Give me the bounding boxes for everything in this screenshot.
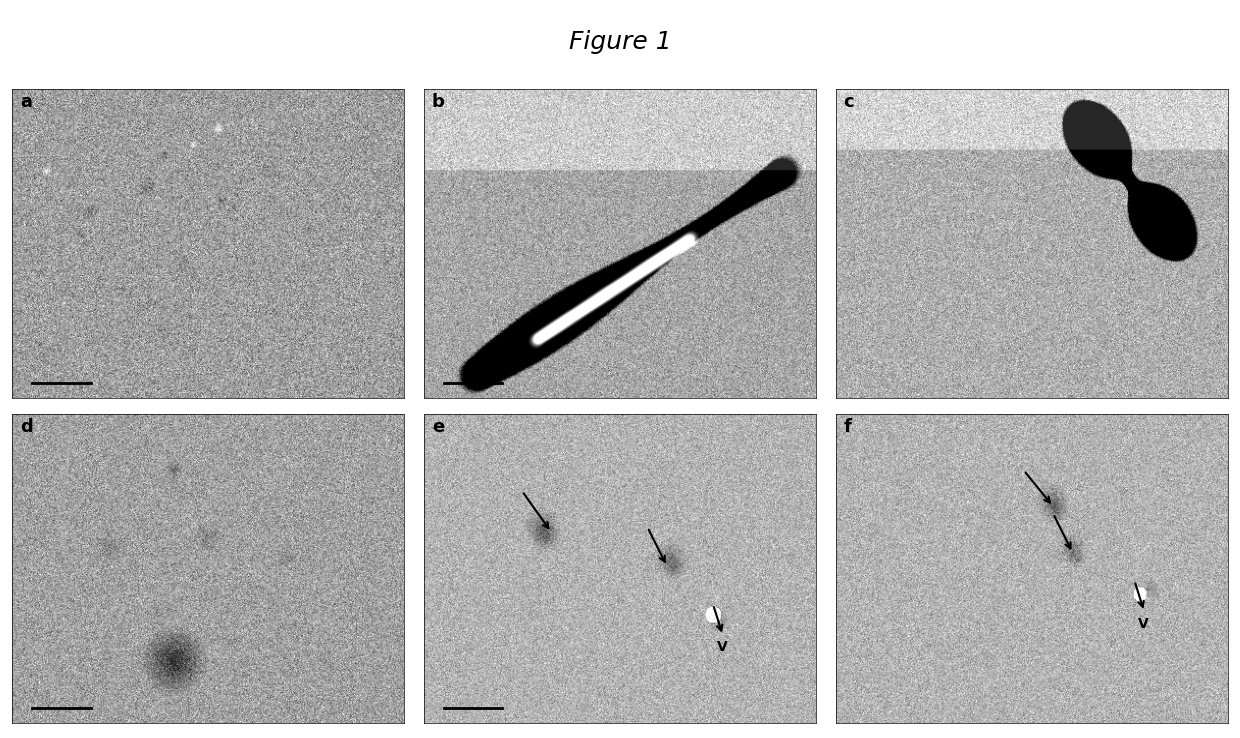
Text: a: a — [20, 93, 32, 111]
Text: V: V — [1138, 617, 1149, 631]
Text: c: c — [843, 93, 854, 111]
Text: b: b — [432, 93, 445, 111]
Text: e: e — [432, 418, 444, 436]
Text: f: f — [843, 418, 852, 436]
Text: V: V — [717, 640, 728, 654]
Text: d: d — [20, 418, 33, 436]
Text: Figure 1: Figure 1 — [569, 30, 671, 54]
